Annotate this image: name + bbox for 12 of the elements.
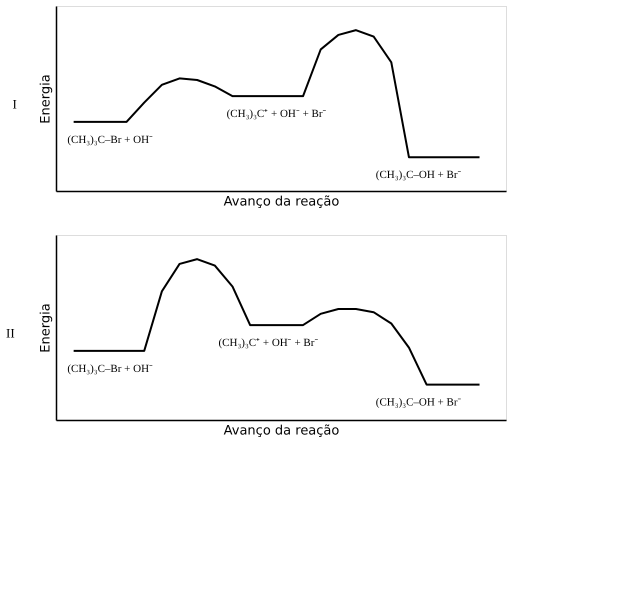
x-axis-title: Avanço da reação bbox=[224, 194, 340, 210]
annotation: (CH₃)₃C⁺ + OH⁻ + Br⁻ bbox=[218, 337, 318, 350]
annotation: (CH₃)₃C–OH + Br⁻ bbox=[376, 396, 462, 409]
x-axis-title: Avanço da reação bbox=[224, 424, 340, 438]
text: II bbox=[6, 326, 15, 340]
y-axis-title: Energia bbox=[38, 74, 54, 124]
annotation: (CH₃)₃C–OH + Br⁻ bbox=[376, 169, 462, 182]
annotation: (CH₃)₃C⁺ + OH⁻ + Br⁻ bbox=[226, 108, 327, 120]
annotation: (CH₃)₃C–Br + OH⁻ bbox=[67, 362, 154, 375]
text: I bbox=[12, 96, 17, 112]
y-axis-title: Energia bbox=[38, 303, 54, 353]
annotation: (CH₃)₃C–Br + OH⁻ bbox=[67, 134, 154, 146]
